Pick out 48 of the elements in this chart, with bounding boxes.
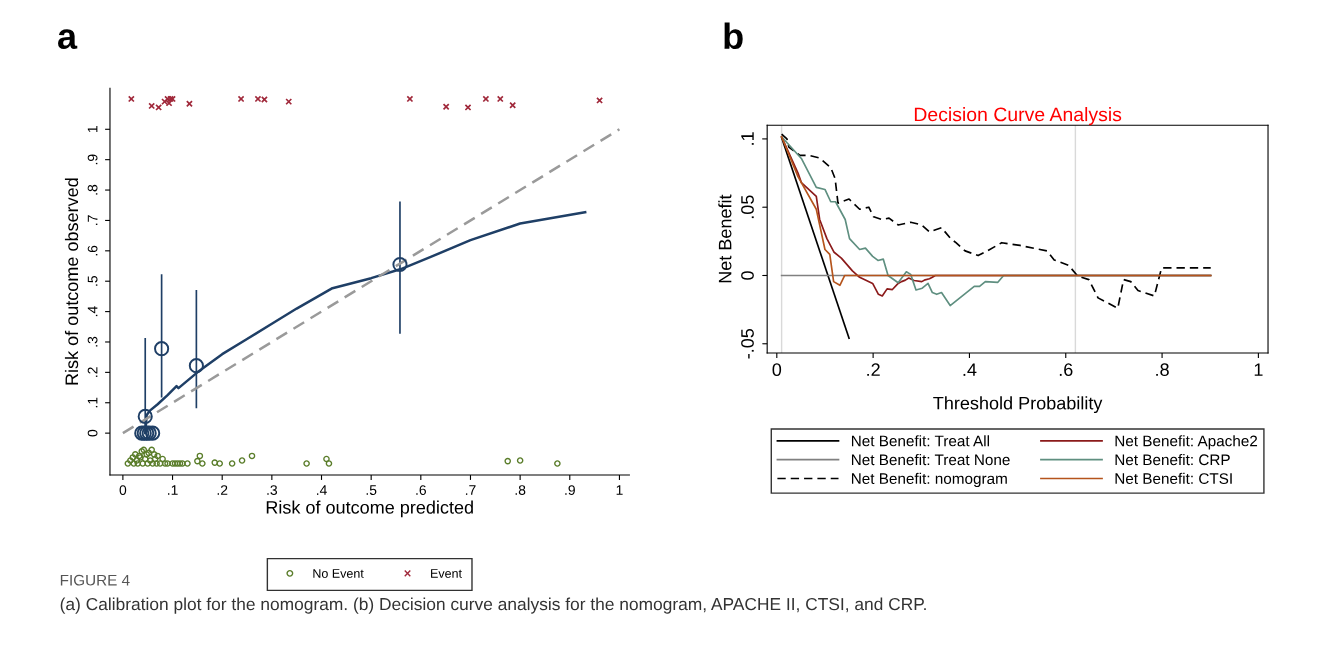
legend-label: No Event [313, 569, 364, 578]
caption: FIGURE 4 [60, 574, 130, 586]
y-tick-label: .1 [741, 132, 754, 145]
x-axis-title: Risk of outcome predicted [266, 500, 473, 518]
y-tick-label: .1 [87, 397, 98, 408]
y-tick-label: 1 [87, 126, 98, 133]
y-tick-label: .6 [87, 245, 98, 256]
text: a [58, 29, 78, 50]
x-tick-label: .4 [316, 485, 327, 495]
x-tick-label: .5 [366, 485, 377, 495]
y-tick-label: 0 [741, 271, 754, 280]
x-tick-label: .9 [565, 485, 575, 495]
y-tick-label: .5 [87, 276, 98, 286]
x-tick-label: .2 [217, 485, 228, 495]
chart-title: Decision Curve Analysis [914, 107, 1122, 126]
x-tick-label: .8 [515, 485, 526, 495]
x-tick-label: .4 [963, 363, 977, 376]
y-tick-label: .4 [87, 306, 98, 317]
y-axis-title: Risk of outcome observed [64, 178, 79, 385]
legend-label: Net Benefit: CTSI [1115, 472, 1232, 485]
legend-label: Net Benefit: CRP [1115, 453, 1230, 466]
legend-label: Net Benefit: Treat All [851, 435, 989, 447]
x-axis-title: Threshold Probability [933, 396, 1103, 414]
legend-label: Net Benefit: nomogram [851, 472, 1007, 488]
x-tick-label: 1 [1254, 363, 1263, 376]
legend-label: Event [431, 569, 462, 578]
y-axis-title: Net Benefit [718, 194, 732, 283]
x-tick-label: .2 [867, 363, 880, 376]
x-tick-label: 0 [772, 363, 782, 377]
y-tick-label: 0 [87, 429, 98, 437]
x-tick-label: .3 [267, 485, 278, 495]
y-tick-label: .7 [87, 215, 98, 225]
x-tick-label: 0 [119, 485, 127, 495]
y-tick-label: -.05 [741, 328, 754, 359]
x-tick-label: .7 [465, 485, 476, 495]
y-tick-label: .3 [87, 336, 98, 347]
text: (a) Calibration plot for the nomogram. (b) Decision curve analysis for the nomogram, APACHE II, CTSI, and CRP. [60, 597, 926, 614]
text: b [724, 22, 743, 50]
x-tick-label: .6 [1059, 363, 1073, 377]
y-tick-label: .05 [741, 195, 754, 219]
x-tick-label: .8 [1156, 363, 1169, 377]
x-tick-label: .1 [168, 485, 178, 495]
y-tick-label: .8 [87, 184, 98, 195]
x-tick-label: .6 [416, 485, 426, 495]
legend-label: Net Benefit: Apache2 [1115, 435, 1258, 450]
legend-label: Net Benefit: Treat None [851, 453, 1010, 466]
y-tick-label: .9 [87, 154, 98, 165]
x-tick-label: 1 [616, 485, 623, 495]
